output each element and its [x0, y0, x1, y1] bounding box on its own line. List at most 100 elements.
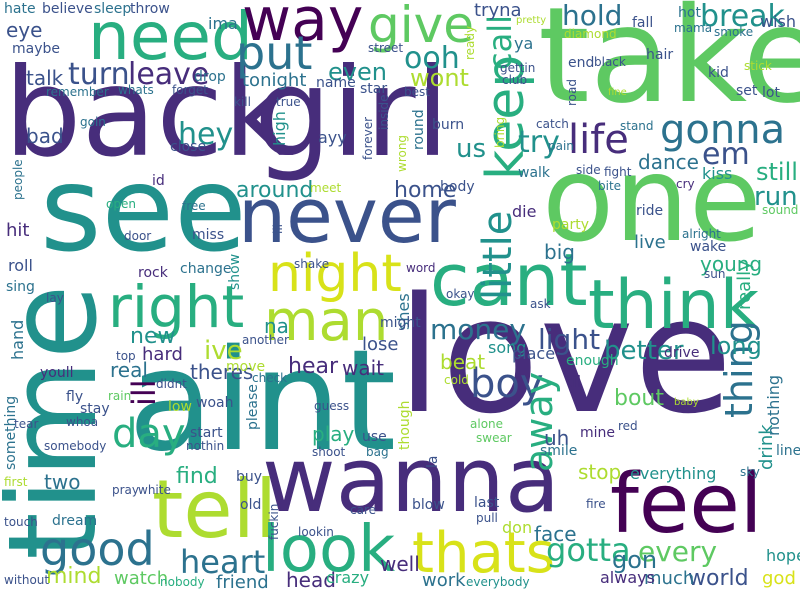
word-everything: everything [630, 464, 717, 483]
word-remember: remember [46, 85, 109, 99]
word-change: change [180, 261, 232, 277]
word-ooh: ooh [404, 41, 460, 76]
word-walk: walk [518, 165, 551, 181]
word-high: high [270, 111, 289, 146]
word-fuckin: fuckin [267, 503, 281, 540]
word-wanna: wanna [262, 428, 560, 533]
word-last: last [474, 495, 500, 511]
word-use: use [362, 429, 387, 445]
word-night: night [268, 244, 402, 304]
word-look: look [262, 513, 396, 587]
word-heart: heart [180, 543, 266, 581]
word-dance: dance [638, 150, 699, 174]
word-la: la [425, 455, 441, 468]
word-crazy: crazy [326, 568, 370, 587]
word-forget: forget [172, 83, 208, 97]
word-burn: burn [432, 117, 465, 133]
word-man: man [264, 289, 389, 354]
word-watch: watch [114, 568, 169, 589]
word-uh: uh [544, 426, 570, 450]
word-hot: hot [678, 5, 701, 21]
word-whoa: whoa [66, 415, 99, 429]
word-word: word [406, 261, 436, 275]
word-fly: fly [66, 389, 84, 405]
word-break: break [700, 0, 785, 34]
word-black: black [594, 55, 626, 69]
word-ride: ride [636, 203, 664, 219]
word-kill: kill [234, 95, 251, 109]
word-don: don [502, 518, 533, 537]
word-nothin: nothin [186, 439, 225, 453]
word-touch: touch [4, 515, 38, 529]
word-lookin: lookin [298, 525, 334, 539]
word-kiss: kiss [702, 164, 733, 183]
word-around: around [236, 178, 314, 203]
word-even: even [328, 58, 387, 86]
word-ive: ive [204, 336, 243, 366]
word-long: long [710, 332, 762, 360]
word-smoke: smoke [714, 25, 754, 39]
word-day: day [112, 411, 186, 457]
word-though: though [397, 400, 413, 450]
word-buy: buy [236, 469, 263, 485]
word-wake: wake [690, 239, 727, 255]
word-tonight: tonight [242, 70, 307, 91]
word-top: top [116, 349, 136, 363]
word-see: see [40, 140, 247, 278]
word-new: new [130, 324, 176, 349]
word-hey: hey [178, 117, 234, 152]
word-free: free [182, 199, 206, 213]
word-die: die [512, 202, 537, 221]
word-miss: miss [192, 227, 225, 243]
word-swear: swear [476, 431, 512, 445]
word-mama: mama [674, 21, 713, 35]
word-back: back [4, 42, 294, 184]
word-give: give [368, 0, 474, 54]
word-put: put [236, 26, 313, 80]
word-bad: bad [26, 124, 64, 148]
word-first: first [4, 475, 28, 489]
word-ready: ready [463, 25, 477, 60]
word-hard: hard [142, 344, 183, 365]
word-tryna: tryna [474, 0, 522, 21]
word-sound: sound [762, 203, 799, 217]
word-need: need [88, 0, 253, 75]
word-gon: gon [612, 546, 658, 574]
word-real: real [110, 358, 148, 382]
word-sky: sky [740, 465, 760, 479]
word-without: without [4, 573, 50, 587]
word-star: star [360, 81, 388, 97]
word-door: door [124, 229, 152, 243]
word-sleep: sleep [94, 1, 132, 17]
word-boy: boy [470, 361, 544, 407]
word-people: people [11, 159, 25, 200]
word-play: play [312, 422, 355, 446]
word-til: til [566, 372, 582, 391]
word-red: red [618, 419, 638, 433]
word-close: close [170, 139, 207, 155]
word-two: two [44, 470, 81, 494]
word-much: much [644, 568, 695, 589]
word-start: start [190, 425, 223, 441]
word-ayy: ayy [318, 128, 347, 147]
word-pray: pray [112, 483, 140, 497]
word-fight: fight [604, 165, 632, 179]
word-road: road [565, 79, 579, 106]
word-hear: hear [288, 354, 339, 379]
word-baby: baby [674, 397, 699, 408]
word-drive: drive [664, 345, 700, 361]
word-life: life [568, 117, 629, 163]
word-move: move [226, 359, 266, 375]
word-face: face [534, 522, 577, 546]
word-pain: pain [548, 139, 574, 153]
word-cry: cry [676, 177, 695, 191]
word-catch: catch [536, 117, 569, 131]
word-drop: drop [194, 69, 226, 85]
word-roll: roll [8, 256, 33, 275]
word-bring: bring [493, 116, 507, 148]
word-always: always [600, 568, 655, 587]
word-hit: hit [6, 220, 30, 241]
word-lil: lil [271, 223, 285, 234]
word-round: round [411, 109, 427, 150]
